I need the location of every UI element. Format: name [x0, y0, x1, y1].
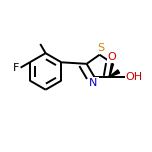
Text: F: F	[13, 63, 19, 73]
Text: N: N	[89, 78, 98, 88]
Polygon shape	[109, 70, 120, 77]
Text: OH: OH	[126, 72, 143, 82]
Text: S: S	[97, 43, 104, 53]
Text: O: O	[108, 52, 116, 62]
